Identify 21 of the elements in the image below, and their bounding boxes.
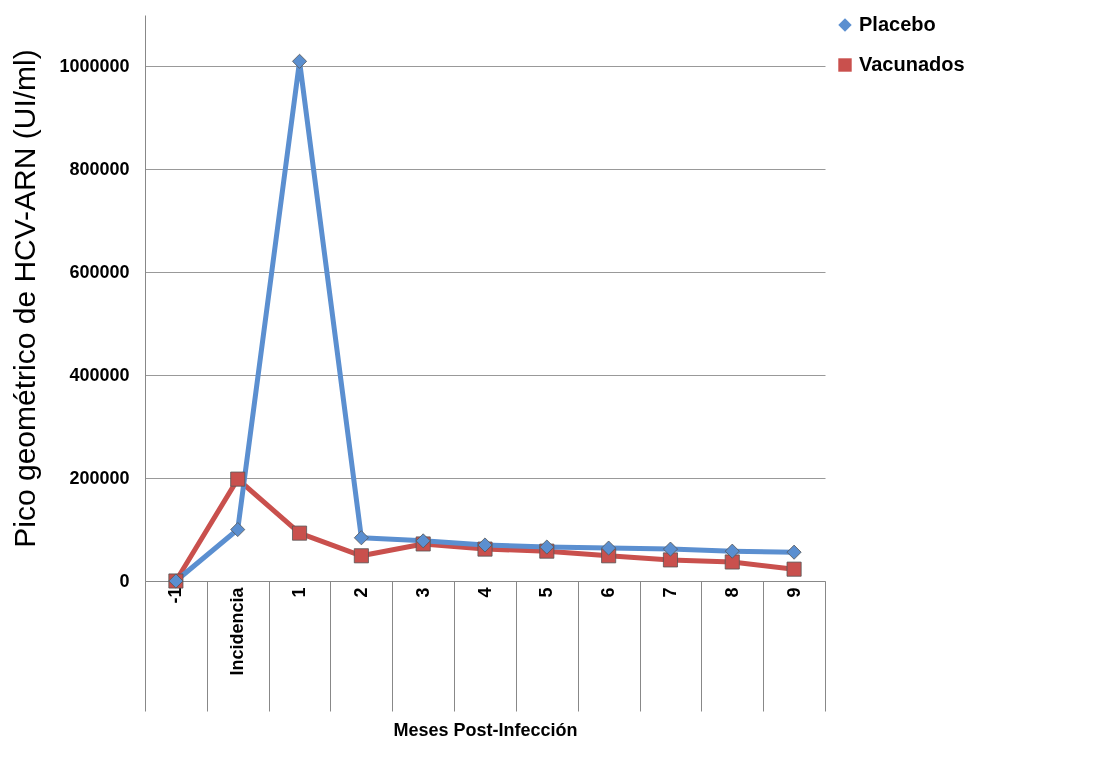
y-tick-label: 800000	[69, 158, 130, 179]
legend-label: Placebo	[859, 13, 936, 35]
x-axis-title: Meses Post-Infección	[393, 720, 578, 740]
x-tick-label: 5	[536, 587, 557, 598]
x-tick-label: 3	[412, 587, 433, 598]
y-tick-label: 400000	[69, 364, 130, 385]
x-tick-label: 9	[783, 587, 804, 598]
y-tick-label: 600000	[69, 261, 130, 282]
x-tick-label: 4	[474, 587, 495, 598]
x-tick-label: -1	[165, 587, 186, 604]
y-tick-label: 0	[119, 570, 130, 591]
x-tick-label: 8	[721, 587, 742, 598]
y-axis-title: Pico geométrico de HCV-ARN (UI/ml)	[8, 49, 42, 548]
y-tick-label: 1000000	[59, 55, 130, 76]
y-tick-label: 200000	[69, 467, 130, 488]
legend-label: Vacunados	[859, 53, 965, 75]
x-tick-label: 1	[289, 587, 310, 598]
x-tick-label: 7	[659, 587, 680, 598]
x-tick-label: 6	[598, 587, 619, 598]
x-tick-label: Incidencia	[227, 586, 248, 676]
x-tick-label: 2	[350, 587, 371, 598]
